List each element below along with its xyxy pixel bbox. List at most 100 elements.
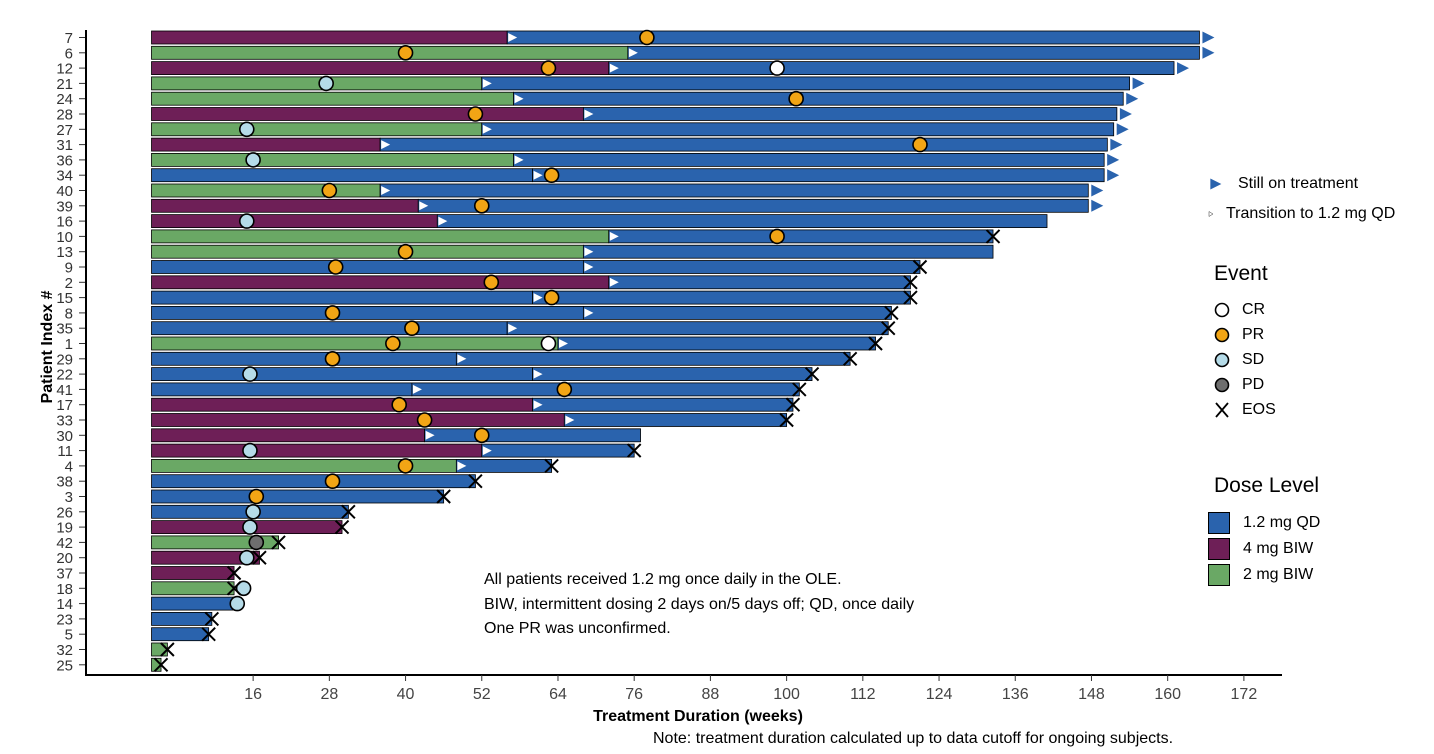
legend-dose-2mg: 2 mg BIW bbox=[1208, 564, 1313, 586]
transition-marker bbox=[514, 155, 524, 165]
bar-segment-1.2mg-qd bbox=[582, 244, 994, 259]
eos-marker bbox=[544, 458, 559, 474]
bar-segment-1.2mg-qd bbox=[563, 413, 788, 427]
y-tick-label: 19 bbox=[56, 520, 73, 537]
eos-marker bbox=[626, 443, 642, 458]
bar-segment-initial-dose bbox=[151, 474, 476, 489]
bar-segment-initial-dose bbox=[151, 428, 426, 443]
bar-segment-1.2mg-qd bbox=[582, 305, 892, 320]
y-tick-label: 30 bbox=[56, 428, 73, 445]
y-tick-label: 42 bbox=[56, 535, 73, 552]
event-cr-marker bbox=[540, 335, 557, 352]
x-tick-label: 76 bbox=[625, 686, 643, 703]
bar-segment-1.2mg-qd bbox=[513, 91, 1124, 106]
bar-segment-1.2mg-qd bbox=[424, 428, 641, 443]
bar-segment-initial-dose bbox=[151, 61, 610, 75]
x-tick-label: 88 bbox=[702, 686, 720, 703]
still-on-treatment-marker bbox=[1116, 123, 1129, 136]
bar-segment-1.2mg-qd bbox=[436, 214, 1048, 229]
axes-layer: 7612212428273136344039161013921583512922… bbox=[56, 30, 1282, 703]
y-tick-label: 32 bbox=[56, 642, 73, 659]
bar-segment-initial-dose bbox=[151, 305, 584, 320]
bar-segment-initial-dose bbox=[151, 91, 514, 106]
event-pr-marker bbox=[391, 396, 408, 413]
bar-segment-1.2mg-qd bbox=[557, 336, 876, 351]
eos-cross-icon bbox=[1215, 402, 1229, 418]
event-pr-marker bbox=[416, 412, 433, 428]
event-sd-marker bbox=[235, 580, 252, 597]
y-tick-label: 37 bbox=[56, 566, 73, 583]
event-cr-marker bbox=[769, 60, 785, 76]
y-tick-label: 33 bbox=[56, 413, 73, 430]
eos-marker bbox=[226, 565, 242, 581]
bar-segment-initial-dose bbox=[151, 642, 168, 657]
event-pr-marker bbox=[912, 136, 928, 153]
transition-marker bbox=[565, 415, 575, 425]
x-tick-label: 28 bbox=[320, 686, 338, 703]
x-tick-label: 52 bbox=[473, 686, 491, 703]
bar-segment-initial-dose bbox=[151, 76, 483, 91]
transition-marker bbox=[533, 293, 543, 303]
bar-segment-initial-dose bbox=[151, 581, 235, 596]
y-axis-title: Patient Index # bbox=[39, 290, 56, 403]
bar-segment-initial-dose bbox=[151, 107, 584, 121]
y-tick-label: 1 bbox=[65, 336, 73, 353]
bar-segment-initial-dose bbox=[151, 596, 235, 611]
event-pr-marker bbox=[473, 198, 490, 214]
y-tick-label: 24 bbox=[56, 91, 73, 108]
event-pr-marker bbox=[324, 350, 341, 367]
y-tick-label: 34 bbox=[56, 168, 73, 185]
x-tick-label: 148 bbox=[1078, 686, 1105, 703]
event-pr-marker bbox=[788, 90, 804, 107]
pd-circle-icon bbox=[1214, 377, 1230, 393]
transition-marker bbox=[457, 354, 467, 364]
event-sd-marker bbox=[242, 519, 258, 535]
legend-event-title: Event bbox=[1214, 262, 1268, 285]
bar-segment-initial-dose bbox=[151, 122, 483, 137]
transition-marker bbox=[533, 170, 543, 180]
y-tick-label: 9 bbox=[65, 260, 73, 277]
event-pr-marker bbox=[397, 44, 414, 61]
event-pr-marker bbox=[385, 335, 401, 352]
bar-segment-initial-dose bbox=[151, 367, 533, 382]
y-tick-label: 22 bbox=[56, 367, 73, 384]
bar-segment-1.2mg-qd bbox=[379, 183, 1089, 198]
event-pr-marker bbox=[556, 381, 573, 398]
eos-marker bbox=[804, 366, 820, 382]
legend-event-label: PR bbox=[1242, 326, 1265, 343]
legend-dose-qd: 1.2 mg QD bbox=[1208, 512, 1320, 534]
y-tick-label: 14 bbox=[56, 596, 73, 613]
y-tick-label: 29 bbox=[56, 351, 73, 368]
transition-marker bbox=[425, 430, 435, 440]
event-sd-marker bbox=[245, 503, 261, 520]
markers-layer bbox=[153, 29, 1215, 673]
eos-marker bbox=[468, 473, 483, 489]
event-sd-marker bbox=[245, 152, 261, 168]
cr-circle-icon bbox=[1214, 302, 1230, 318]
bar-segment-initial-dose bbox=[151, 382, 413, 397]
event-pr-marker bbox=[483, 274, 500, 291]
bar-segment-1.2mg-qd bbox=[455, 458, 553, 473]
legend-dose-title: Dose Level bbox=[1214, 474, 1320, 497]
footnote-line: BIW, intermittent dosing 2 days on/5 day… bbox=[484, 595, 915, 613]
pr-circle-icon bbox=[1214, 327, 1230, 343]
y-tick-label: 38 bbox=[56, 474, 73, 491]
bar-segment-1.2mg-qd bbox=[608, 229, 994, 244]
x-tick-label: 16 bbox=[244, 686, 262, 703]
y-tick-label: 3 bbox=[65, 489, 73, 506]
bar-segment-initial-dose bbox=[151, 612, 213, 626]
bar-segment-initial-dose bbox=[151, 244, 584, 259]
transition-marker bbox=[482, 78, 492, 88]
transition-marker bbox=[457, 461, 467, 471]
still-on-treatment-marker bbox=[1091, 199, 1104, 212]
eos-marker bbox=[271, 535, 286, 550]
x-tick-label: 160 bbox=[1154, 686, 1181, 703]
transition-marker bbox=[628, 48, 638, 58]
legend-event-label: EOS bbox=[1242, 401, 1276, 418]
y-tick-label: 28 bbox=[56, 107, 73, 124]
dose-swatch bbox=[1208, 564, 1230, 586]
legend-event-label: PD bbox=[1242, 376, 1265, 393]
dose-swatch bbox=[1208, 538, 1230, 560]
footnote: All patients received 1.2 mg once daily … bbox=[484, 568, 914, 642]
bar-segment-initial-dose bbox=[151, 152, 514, 167]
